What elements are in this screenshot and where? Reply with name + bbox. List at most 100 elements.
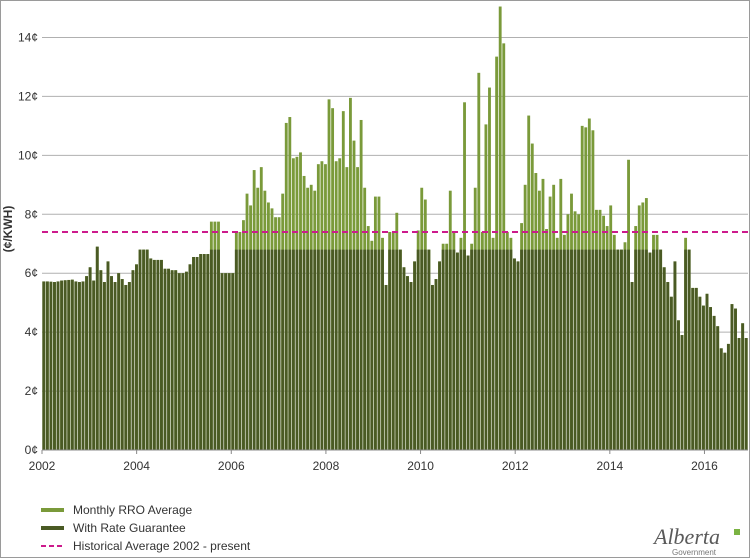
bar-guarantee-175 [666,282,670,450]
logo-tagline: Government [672,548,717,556]
bar-guarantee-104 [413,261,417,450]
y-tick-label-1: 2¢ [25,384,38,398]
bar-guarantee-179 [680,335,684,450]
bar-guarantee-196 [741,323,745,450]
bar-guarantee-117 [459,249,463,450]
y-tick-label-2: 4¢ [25,325,38,339]
bar-guarantee-143 [552,249,556,450]
bar-guarantee-107 [423,249,427,450]
bar-guarantee-48 [213,249,217,450]
bar-guarantee-166 [634,249,638,450]
bar-guarantee-101 [402,267,406,450]
bar-guarantee-79 [324,249,327,450]
bar-guarantee-37 [174,270,178,450]
bar-guarantee-186 [705,293,709,450]
bar-guarantee-135 [523,249,527,450]
bar-guarantee-30 [149,258,153,450]
y-tick-label-6: 12¢ [18,89,38,103]
bar-guarantee-149 [573,249,577,450]
bar-guarantee-65 [274,249,277,450]
bar-guarantee-36 [170,270,174,450]
bar-guarantee-86 [349,249,352,450]
bar-guarantee-91 [366,249,370,450]
bar-guarantee-76 [313,249,317,450]
bar-guarantee-197 [744,338,748,450]
bar-guarantee-18 [106,261,110,450]
bar-guarantee-63 [266,249,270,450]
bar-guarantee-35 [167,268,171,450]
bar-guarantee-184 [698,296,702,450]
bar-guarantee-108 [427,249,431,450]
bar-guarantee-132 [513,258,516,450]
bar-guarantee-128 [498,249,502,450]
bar-guarantee-172 [655,249,659,450]
bar-guarantee-55 [238,249,242,450]
bar-guarantee-125 [488,249,491,450]
bar-guarantee-78 [320,249,324,450]
bar-guarantee-154 [591,249,595,450]
x-tick-label-0: 2002 [29,459,56,473]
bar-guarantee-6 [63,280,67,450]
bar-guarantee-15 [95,246,99,450]
bar-guarantee-169 [644,249,648,450]
bar-guarantee-182 [691,287,695,450]
bar-guarantee-88 [356,249,359,450]
bar-guarantee-93 [373,249,377,450]
bar-guarantee-122 [477,249,481,450]
y-tick-label-0: 0¢ [25,443,38,457]
bar-guarantee-73 [302,249,306,450]
x-tick-label-1: 2004 [123,459,150,473]
bar-guarantee-140 [541,249,545,450]
bar-guarantee-33 [160,259,163,450]
bar-guarantee-87 [352,249,356,450]
bar-guarantee-42 [192,256,195,450]
bar-guarantee-190 [719,348,723,450]
bar-guarantee-84 [341,249,345,450]
bar-guarantee-137 [530,249,534,450]
x-tick-label-5: 2012 [502,459,529,473]
x-tick-labels: 2002 2004 2006 2008 2010 2012 2014 2016 [29,450,718,473]
legend-label-1: With Rate Guarantee [73,521,186,535]
bar-guarantee-11 [81,281,85,450]
bar-guarantee-153 [587,249,591,450]
bar-guarantee-1 [45,281,49,450]
bar-guarantee-38 [177,273,181,450]
bar-guarantee-34 [163,268,167,450]
bar-guarantee-9 [74,281,78,450]
bar-guarantee-21 [117,273,121,450]
bar-guarantee-177 [673,261,677,450]
alberta-logo: Alberta Government [652,524,740,556]
bar-guarantee-167 [637,249,641,450]
bar-guarantee-40 [184,271,188,450]
y-tick-labels: 0¢ 2¢ 4¢ 6¢ 8¢ 10¢ 12¢ 14¢ [18,30,38,457]
bar-guarantee-14 [92,280,96,450]
bar-rro-128 [498,6,502,450]
bar-guarantee-32 [156,259,160,450]
bar-guarantee-194 [734,308,737,450]
bar-guarantee-163 [623,249,627,450]
bar-guarantee-12 [85,276,88,450]
x-tick-label-4: 2010 [407,459,434,473]
gridlines [42,36,748,392]
bar-guarantee-110 [434,279,438,450]
x-tick-label-3: 2008 [313,459,340,473]
bar-guarantee-193 [730,304,734,450]
bar-guarantee-3 [53,282,56,450]
bar-guarantee-134 [520,249,524,450]
legend-swatch-1 [41,526,64,530]
bar-guarantee-97 [388,249,392,450]
bar-guarantee-103 [409,282,413,450]
bar-guarantee-180 [684,249,688,450]
bar-guarantee-52 [227,273,231,450]
bar-guarantee-146 [562,249,566,450]
bar-guarantee-64 [270,249,274,450]
bar-guarantee-92 [370,249,374,450]
bar-guarantee-80 [327,249,331,450]
bar-guarantee-141 [545,249,548,450]
legend-label-2: Historical Average 2002 - present [73,539,251,553]
bar-guarantee-68 [284,249,288,450]
bar-guarantee-148 [570,249,573,450]
bar-guarantee-99 [395,249,399,450]
y-axis-title: (¢/KWH) [1,206,15,253]
